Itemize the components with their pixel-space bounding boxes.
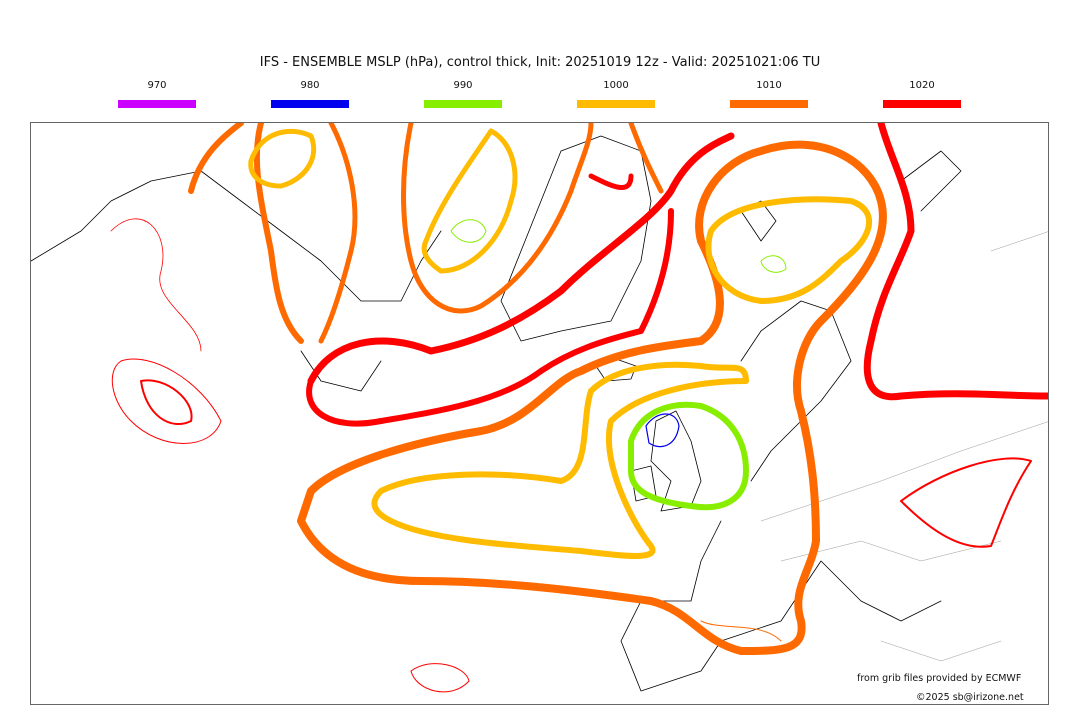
isobars-1020: [110, 123, 1048, 693]
isobar-1020-russia: [863, 123, 1048, 401]
legend-item-970: 970: [118, 80, 196, 108]
isobars-980: [645, 413, 680, 448]
isobar-1020-atlantic: [307, 132, 735, 385]
legend-swatch: [118, 100, 196, 108]
uk-coast: [650, 410, 702, 512]
isobar-1000-arctic: [248, 128, 317, 189]
isobars-1010: [188, 123, 887, 655]
isobar-1010-greenland: [628, 123, 664, 194]
canada-coast: [31, 170, 442, 302]
legend-swatch: [577, 100, 655, 108]
greenland-coast: [500, 135, 652, 342]
source-credit: from grib files provided by ECMWF: [857, 673, 1022, 684]
legend-item-980: 980: [271, 80, 349, 108]
isobars-990: [450, 219, 787, 511]
copyright-credit: ©2025 sb@irizone.net: [916, 692, 1024, 703]
isobar-1020-pacific: [111, 358, 222, 444]
isobars-1000: [248, 128, 873, 559]
isobar-1020-alaska: [110, 218, 202, 352]
legend-item-1000: 1000: [577, 80, 655, 108]
europe-coast: [620, 520, 942, 692]
legend-swatch: [883, 100, 961, 108]
isobar-1020-eastern-europe: [900, 457, 1032, 548]
borders: [760, 231, 1048, 662]
legend-label: 970: [147, 80, 167, 91]
isobar-1010-arctic-3: [401, 123, 594, 314]
legend-item-1020: 1020: [883, 80, 961, 108]
isobar-1020-pacific-inner: [140, 379, 193, 426]
isobar-990-barents: [760, 255, 787, 273]
legend-label: 1020: [909, 80, 935, 91]
chart-title: IFS - ENSEMBLE MSLP (hPa), control thick…: [259, 55, 821, 70]
legend-swatch: [271, 100, 349, 108]
coastlines: [31, 135, 962, 692]
legend-label: 1010: [756, 80, 782, 91]
legend-label: 980: [300, 80, 320, 91]
map-panel: [30, 122, 1049, 705]
legend-item-1010: 1010: [730, 80, 808, 108]
hudson-coast: [300, 350, 382, 392]
legend-item-990: 990: [424, 80, 502, 108]
legend-swatch: [424, 100, 502, 108]
isobar-1000-barents: [705, 196, 873, 304]
isobar-1010-main: [297, 140, 887, 655]
scandinavia-coast: [740, 300, 852, 482]
isobar-990-uk-low: [628, 401, 749, 511]
isobar-1010-arctic-2: [318, 123, 358, 344]
isobar-1000-baffin: [421, 128, 518, 274]
isobar-980-uk-low: [645, 413, 680, 448]
isobar-1010-arctic-1: [188, 123, 304, 344]
isobar-990-baffin: [450, 219, 487, 243]
novaya-zemlya-coast: [900, 150, 962, 212]
isobar-1000-atlantic-low: [371, 361, 749, 559]
isobar-1020-atlantic-south: [306, 208, 674, 427]
legend-label: 990: [453, 80, 473, 91]
isobar-1010-mediterranean: [700, 620, 782, 642]
legend-swatch: [730, 100, 808, 108]
isobar-1020-azores: [410, 663, 470, 693]
isobar-1020-greenland: [588, 173, 634, 191]
legend-label: 1000: [603, 80, 629, 91]
